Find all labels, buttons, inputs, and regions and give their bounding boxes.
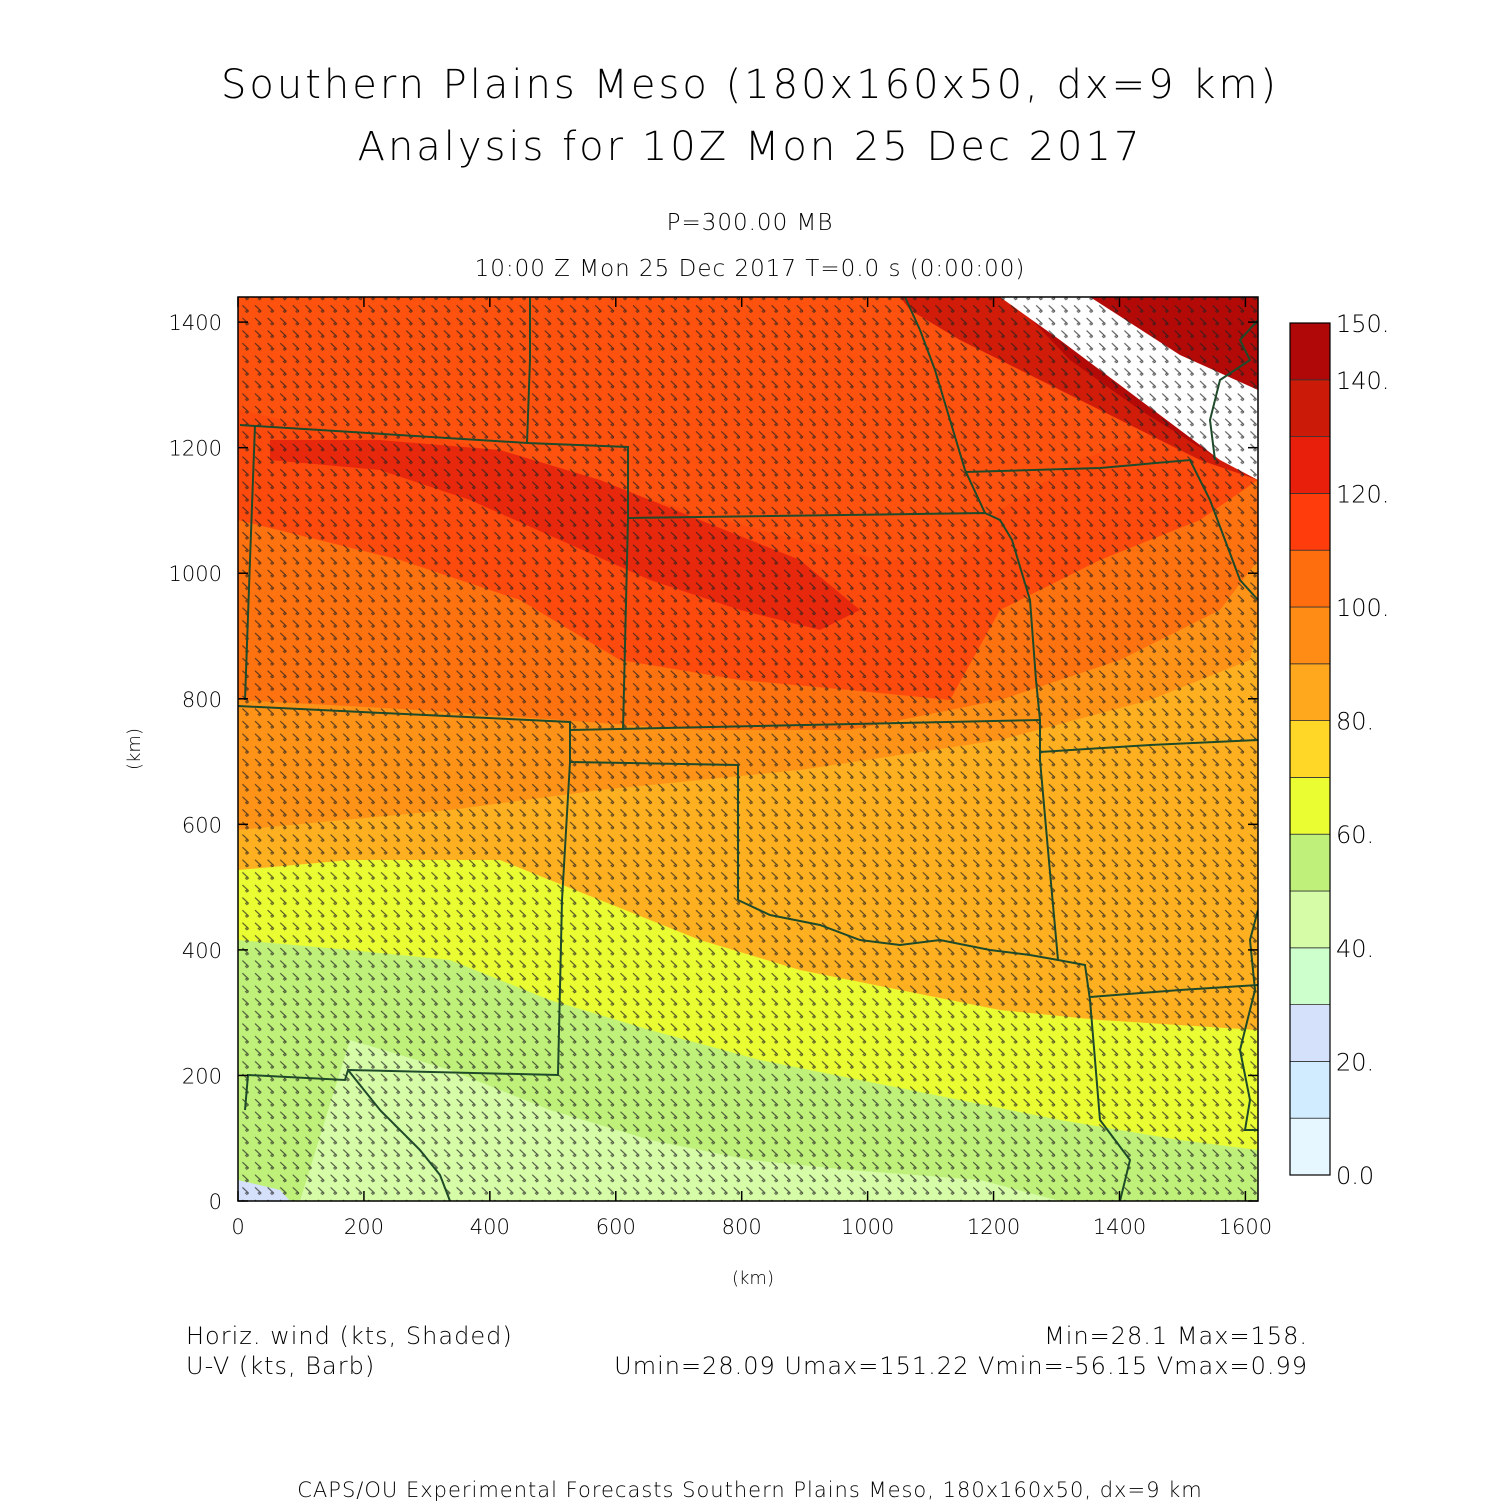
pressure-level-label: P=300.00 MB xyxy=(666,210,834,236)
boundary-nebraska-colorado xyxy=(239,297,531,445)
colorbar: 0.0 20. 40. 60. 80. 100. 120. 140. 150. xyxy=(1289,310,1389,1190)
plot-frame xyxy=(237,296,1259,1202)
boundary-iowa-missouri xyxy=(964,458,1258,601)
y-axis-ticks: 0 200 400 600 800 1000 1200 1400 xyxy=(169,311,1258,1214)
x-tick-label: 0 xyxy=(231,1215,244,1239)
x-tick-label: 200 xyxy=(344,1215,384,1239)
boundary-colorado-utah xyxy=(244,424,256,701)
colorbar-swatch xyxy=(1289,663,1331,721)
min-max-caption: Min=28.1 Max=158. xyxy=(1044,1322,1308,1350)
x-tick-label: 1000 xyxy=(841,1215,894,1239)
footer-credit: CAPS/OU Experimental Forecasts Southern … xyxy=(297,1478,1203,1502)
y-tick-label: 200 xyxy=(182,1064,222,1088)
colorbar-label: 120. xyxy=(1336,480,1389,508)
colorbar-swatch xyxy=(1289,379,1331,437)
barb-field-caption: U-V (kts, Barb) xyxy=(186,1352,376,1380)
colorbar-frame xyxy=(1289,322,1331,1176)
boundary-arkansas-louisiana xyxy=(1089,984,1258,998)
x-tick-label: 800 xyxy=(722,1215,762,1239)
x-tick-label: 600 xyxy=(596,1215,636,1239)
x-tick-label: 1600 xyxy=(1219,1215,1272,1239)
colorbar-swatch xyxy=(1289,606,1331,665)
x-axis-title: (km) xyxy=(732,1268,774,1289)
colorbar-label: 60. xyxy=(1336,821,1374,849)
y-tick-label: 1000 xyxy=(169,562,222,586)
colorbar-swatch xyxy=(1289,1004,1331,1062)
boundary-missouri-river xyxy=(904,297,986,514)
boundary-red-river xyxy=(737,899,1059,961)
colorbar-swatch xyxy=(1289,322,1331,381)
y-axis-title: (km) xyxy=(124,728,145,770)
uv-min-max-caption: Umin=28.09 Umax=151.22 Vmin=-56.15 Vmax=… xyxy=(614,1352,1308,1380)
x-tick-label: 1200 xyxy=(967,1215,1020,1239)
colorbar-swatch xyxy=(1289,720,1331,778)
colorbar-swatch xyxy=(1289,1117,1331,1176)
colorbar-swatch xyxy=(1289,436,1331,494)
colorbar-swatch xyxy=(1289,777,1331,835)
colorbar-label: 100. xyxy=(1336,594,1389,622)
y-tick-label: 400 xyxy=(182,939,222,963)
x-tick-label: 1400 xyxy=(1093,1215,1146,1239)
boundary-mississippi-lower xyxy=(1238,909,1258,1131)
wind-speed-shading xyxy=(238,297,1258,1201)
colorbar-swatch xyxy=(1289,890,1331,949)
colorbar-swatch xyxy=(1289,549,1331,608)
colorbar-label: 140. xyxy=(1336,367,1389,395)
colorbar-swatch xyxy=(1289,492,1331,551)
x-tick-label: 400 xyxy=(470,1215,510,1239)
colorbar-swatch xyxy=(1289,1061,1331,1119)
boundary-mississippi-upper xyxy=(1208,319,1258,461)
map-title-line2: Analysis for 10Z Mon 25 Dec 2017 xyxy=(357,124,1143,170)
y-tick-label: 0 xyxy=(209,1190,222,1214)
colorbar-label: 0.0 xyxy=(1336,1162,1374,1190)
y-tick-label: 1400 xyxy=(169,311,222,335)
colorbar-label: 80. xyxy=(1336,708,1374,736)
colorbar-swatch xyxy=(1289,947,1331,1005)
boundary-kansas-west xyxy=(526,442,629,731)
shaded-field-caption: Horiz. wind (kts, Shaded) xyxy=(186,1322,513,1350)
y-tick-label: 800 xyxy=(182,688,222,712)
valid-time-label: 10:00 Z Mon 25 Dec 2017 T=0.0 s (0:00:00… xyxy=(474,256,1026,282)
map-title-line1: Southern Plains Meso (180x160x50, dx=9 k… xyxy=(220,62,1280,108)
y-tick-label: 1200 xyxy=(169,437,222,461)
y-tick-label: 600 xyxy=(182,813,222,837)
colorbar-label: 150. xyxy=(1336,310,1389,338)
colorbar-label: 20. xyxy=(1336,1048,1374,1076)
colorbar-label: 40. xyxy=(1336,935,1374,963)
colorbar-swatch xyxy=(1289,833,1331,892)
boundary-missouri-arkansas xyxy=(1039,739,1258,753)
boundary-rio-grande xyxy=(347,1069,451,1201)
boundary-oklahoma-arkansas xyxy=(569,718,1132,1201)
x-axis-ticks: 0 200 400 600 800 1000 1200 1400 1600 xyxy=(231,297,1272,1239)
